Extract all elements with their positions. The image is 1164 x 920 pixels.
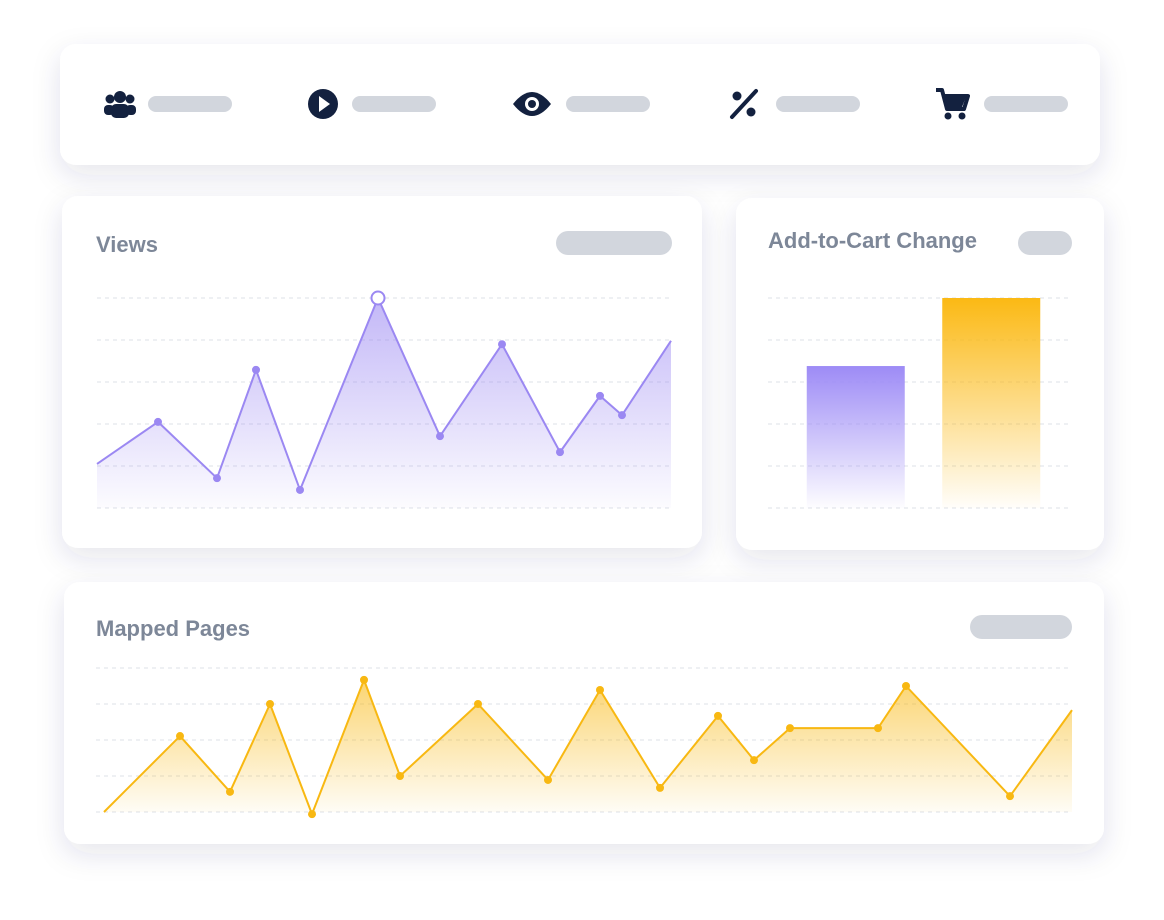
point (396, 772, 404, 780)
area (104, 679, 1072, 815)
point (474, 700, 482, 708)
users-icon (104, 91, 136, 118)
stat-placeholder (352, 96, 436, 112)
point (498, 340, 506, 349)
point (750, 756, 758, 765)
cart-icon (936, 88, 970, 120)
line (103, 678, 1073, 816)
card-placeholder (970, 615, 1072, 639)
line (96, 297, 672, 491)
point (436, 432, 444, 441)
point (618, 411, 626, 420)
stat-placeholder (776, 96, 860, 112)
point (296, 485, 304, 494)
point (544, 775, 552, 784)
point (266, 700, 274, 708)
point (556, 448, 564, 457)
chart-title: Add-to-Cart Change (768, 228, 977, 253)
point (596, 685, 604, 694)
stat-placeholder (566, 96, 650, 112)
point (154, 417, 162, 426)
point (714, 711, 722, 720)
point (656, 783, 664, 792)
point (176, 732, 184, 741)
point (308, 810, 316, 819)
point (596, 391, 604, 400)
chart-title: Mapped Pages (96, 616, 250, 641)
point (786, 724, 794, 733)
card-placeholder (1018, 231, 1072, 255)
point (902, 682, 910, 690)
point (252, 365, 260, 374)
stat-placeholder (148, 96, 232, 112)
point (1006, 792, 1014, 801)
bar (942, 298, 1041, 508)
play-icon (308, 89, 338, 119)
chart-title: Views (96, 232, 158, 257)
point (370, 290, 386, 306)
point (874, 724, 882, 733)
point (213, 474, 221, 483)
area (97, 298, 671, 508)
card-placeholder (556, 231, 672, 255)
point (360, 675, 368, 684)
stat-placeholder (984, 96, 1068, 112)
point (226, 787, 234, 796)
bar (806, 366, 905, 508)
eye-icon (513, 92, 551, 116)
percent-icon (730, 89, 758, 119)
